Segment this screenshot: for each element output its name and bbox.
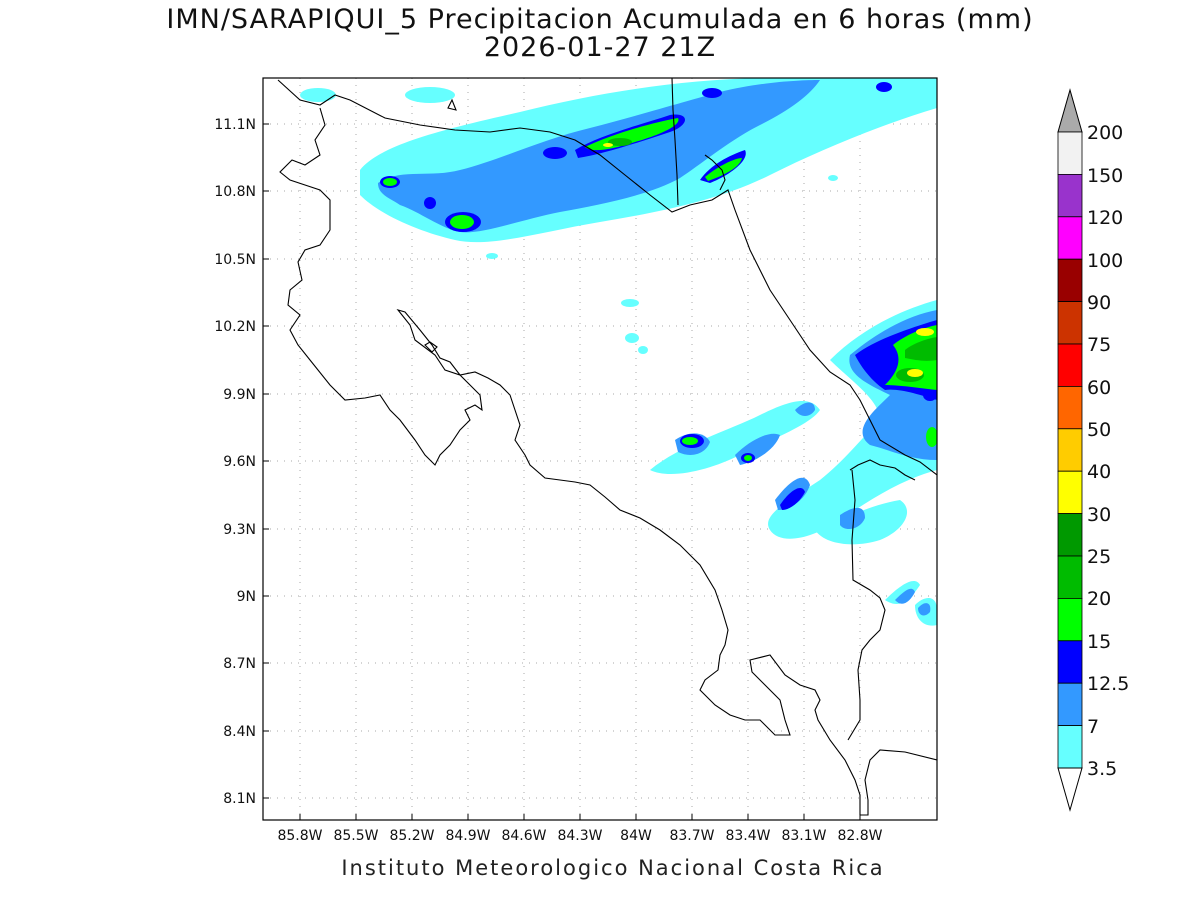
x-tick-label: 84.6W <box>501 828 546 844</box>
x-tick-label: 83.1W <box>781 828 826 844</box>
y-tick-label: 10.8N <box>214 184 256 200</box>
y-tick-label: 9N <box>237 589 256 605</box>
colorbar-box <box>1057 301 1083 345</box>
y-tick-label: 8.1N <box>223 791 256 807</box>
colorbar-box <box>1057 470 1083 515</box>
colorbar-label: 150 <box>1087 165 1123 187</box>
x-tick-label: 84.9W <box>445 828 490 844</box>
colorbar-box <box>1057 682 1083 727</box>
x-tick-labels: 85.8W 85.5W 85.2W 84.9W 84.6W 84.3W 84W … <box>277 828 882 844</box>
y-tick-label: 10.2N <box>214 319 256 335</box>
x-tick-label: 84W <box>620 828 652 844</box>
colorbar-box <box>1057 725 1083 769</box>
colorbar-box <box>1057 343 1083 387</box>
colorbar-label: 3.5 <box>1087 758 1117 780</box>
colorbar-box <box>1057 131 1083 175</box>
colorbar-label: 25 <box>1087 546 1111 568</box>
colorbar-under-triangle <box>1057 767 1083 812</box>
x-tick-label: 85.8W <box>277 828 322 844</box>
footer-credit: Instituto Meteorologico Nacional Costa R… <box>341 856 885 880</box>
x-tick-label: 85.2W <box>389 828 434 844</box>
colorbar-box <box>1057 640 1083 684</box>
y-tick-label: 8.7N <box>223 656 256 672</box>
colorbar-label: 7 <box>1087 716 1099 738</box>
y-tick-label: 11.1N <box>214 117 256 133</box>
colorbar-box <box>1057 598 1083 642</box>
colorbar-box <box>1057 216 1083 260</box>
colorbar-box <box>1057 428 1083 472</box>
colorbar-label: 40 <box>1087 461 1111 483</box>
y-tick-label: 9.9N <box>223 387 256 403</box>
y-tick-label: 10.5N <box>214 252 256 268</box>
colorbar-box <box>1057 173 1083 218</box>
x-tick-label: 85.5W <box>333 828 378 844</box>
colorbar-label: 20 <box>1087 588 1111 610</box>
map-title: IMN/SARAPIQUI_5 Precipitacion Acumulada … <box>166 4 1034 35</box>
colorbar-label: 120 <box>1087 207 1123 229</box>
plot-frame <box>262 77 938 821</box>
colorbar-label: 100 <box>1087 250 1123 272</box>
colorbar-boxes <box>1057 131 1083 769</box>
colorbar-label: 15 <box>1087 631 1111 653</box>
colorbar-label: 60 <box>1087 377 1111 399</box>
colorbar-box <box>1057 513 1083 557</box>
colorbar-label: 50 <box>1087 419 1111 441</box>
colorbar-label: 200 <box>1087 122 1123 144</box>
tick-marks <box>263 123 861 820</box>
y-tick-label: 9.3N <box>223 522 256 538</box>
coastlines <box>277 78 937 816</box>
colorbar-label: 30 <box>1087 504 1111 526</box>
colorbar-label: 75 <box>1087 334 1111 356</box>
map-subtitle: 2026-01-27 21Z <box>483 32 717 63</box>
colorbar-box <box>1057 385 1083 430</box>
precip-30mm <box>603 143 934 377</box>
colorbar: 200 150 120 100 90 75 60 50 40 30 25 20 … <box>1057 88 1129 812</box>
colorbar-label: 90 <box>1087 292 1111 314</box>
x-tick-label: 83.7W <box>669 828 714 844</box>
x-tick-label: 83.4W <box>725 828 770 844</box>
colorbar-labels: 200 150 120 100 90 75 60 50 40 30 25 20 … <box>1087 122 1129 780</box>
y-tick-label: 8.4N <box>223 724 256 740</box>
y-tick-labels: 11.1N 10.8N 10.5N 10.2N 9.9N 9.6N 9.3N 9… <box>214 117 256 807</box>
colorbar-label: 12.5 <box>1087 673 1129 695</box>
y-tick-label: 9.6N <box>223 454 256 470</box>
x-tick-label: 84.3W <box>557 828 602 844</box>
colorbar-box <box>1057 555 1083 599</box>
colorbar-over-triangle <box>1057 88 1083 133</box>
colorbar-box <box>1057 258 1083 303</box>
x-tick-label: 82.8W <box>837 828 882 844</box>
